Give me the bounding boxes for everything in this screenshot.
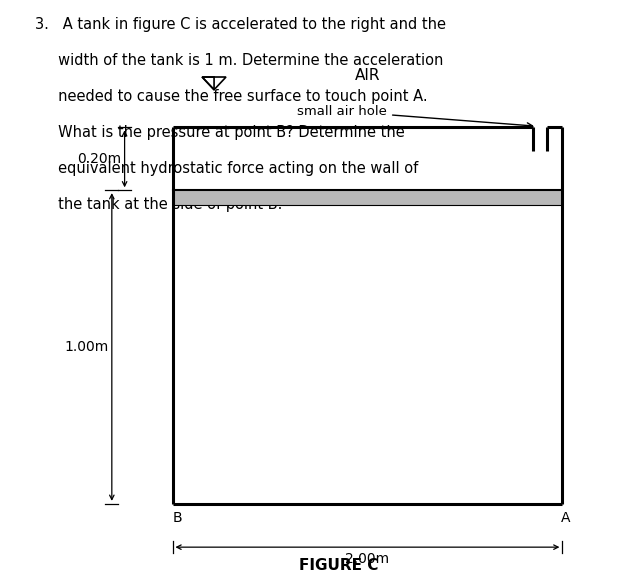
Text: FIGURE C: FIGURE C — [299, 558, 378, 573]
Text: AIR: AIR — [355, 68, 380, 83]
Bar — [173, 190, 562, 206]
Text: small air hole: small air hole — [297, 105, 532, 128]
Text: 2.00m: 2.00m — [345, 552, 390, 566]
Text: 1.00m: 1.00m — [65, 340, 109, 354]
Text: needed to cause the free surface to touch point A.: needed to cause the free surface to touc… — [35, 89, 427, 104]
Text: width of the tank is 1 m. Determine the acceleration: width of the tank is 1 m. Determine the … — [35, 53, 443, 68]
Text: the tank at the side of point B.: the tank at the side of point B. — [35, 197, 282, 212]
Text: What is the pressure at point B? Determine the: What is the pressure at point B? Determi… — [35, 125, 405, 140]
Text: A: A — [561, 511, 570, 525]
Text: 3.   A tank in figure C is accelerated to the right and the: 3. A tank in figure C is accelerated to … — [35, 17, 446, 32]
Text: 0.20m: 0.20m — [77, 152, 121, 166]
Text: equivalent hydrostatic force acting on the wall of: equivalent hydrostatic force acting on t… — [35, 161, 419, 176]
Text: B: B — [173, 511, 183, 525]
